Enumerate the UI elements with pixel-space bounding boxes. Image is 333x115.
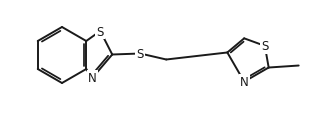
Text: S: S <box>261 40 268 53</box>
Text: N: N <box>88 72 97 85</box>
Text: N: N <box>240 76 248 88</box>
Text: S: S <box>97 25 104 38</box>
Text: S: S <box>137 48 144 60</box>
